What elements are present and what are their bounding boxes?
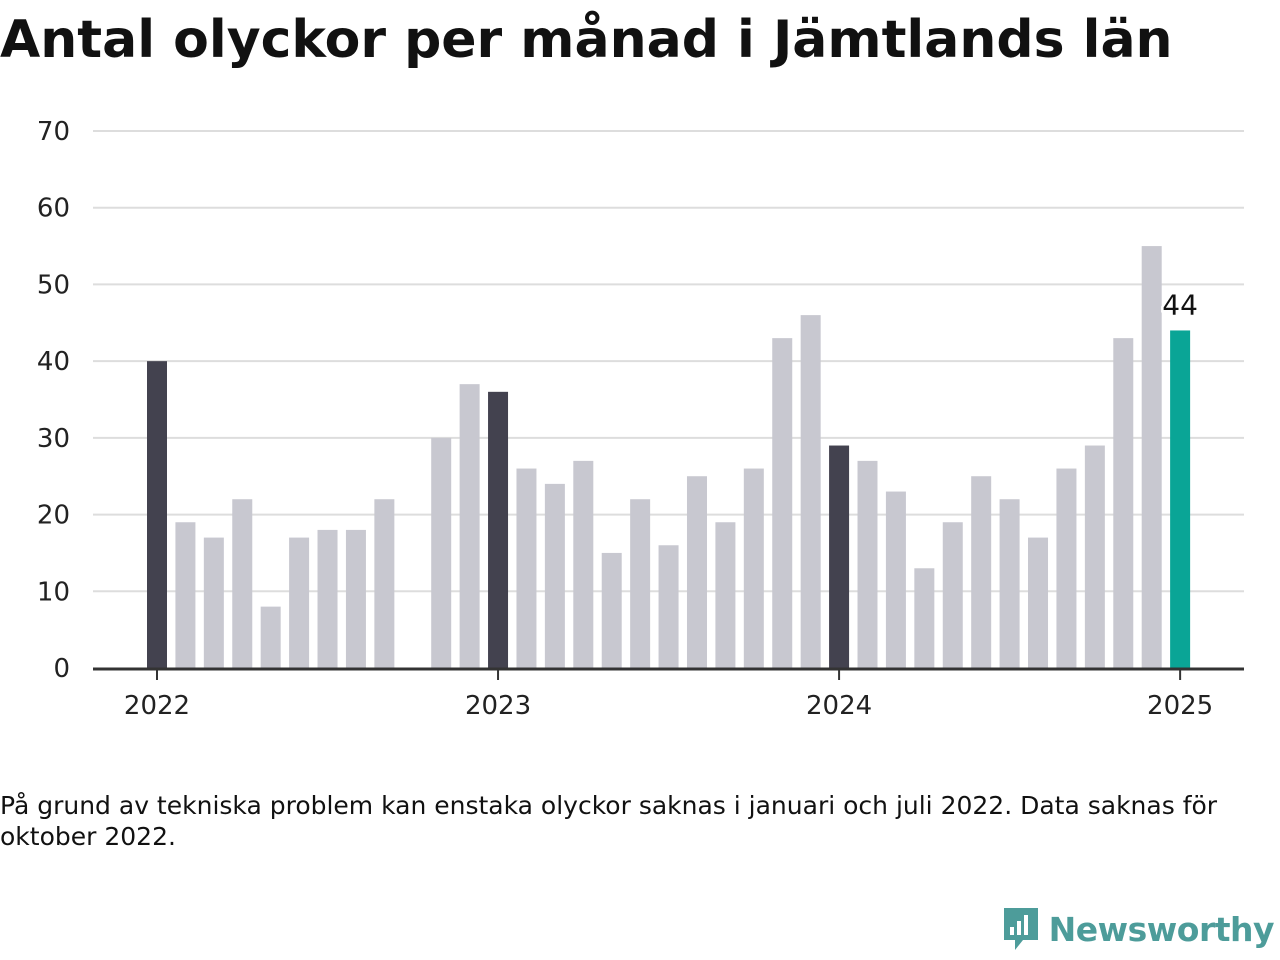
bar-2024-06 — [971, 476, 992, 668]
chart-title: Antal olyckor per månad i Jämtlands län — [0, 10, 1173, 70]
bar-2024-10 — [1084, 445, 1105, 668]
data-label-highlight: 44 — [1162, 288, 1198, 321]
bar-2023-06 — [630, 499, 651, 668]
y-tick-label-20: 20 — [37, 501, 70, 531]
bar-2022-11 — [431, 437, 452, 668]
bar-2024-04 — [914, 568, 935, 668]
data-labels: 44 — [1160, 286, 1201, 324]
bar-2022-02 — [175, 522, 196, 668]
y-tick-label-10: 10 — [37, 577, 70, 607]
y-axis-ticks: 0 10 20 30 40 50 60 70 — [37, 117, 70, 684]
bar-2022-07 — [317, 529, 338, 668]
bar-2025-01 — [1170, 330, 1191, 668]
bar-2024-08 — [1028, 537, 1049, 668]
bar-2023-04 — [573, 460, 594, 668]
bar-2022-08 — [345, 529, 366, 668]
bar-chart: 0 10 20 30 40 50 60 70 2022 2023 2024 2025 44 — [37, 117, 1244, 721]
bar-2024-07 — [999, 499, 1020, 668]
bar-2024-05 — [942, 522, 963, 668]
bar-2022-09 — [374, 499, 395, 668]
footnote: På grund av tekniska problem kan enstaka… — [0, 791, 1218, 851]
bar-2023-02 — [516, 468, 537, 668]
bar-2022-05 — [260, 606, 281, 668]
bar-2024-12 — [1141, 246, 1162, 669]
x-tick-label-2025: 2025 — [1147, 691, 1213, 721]
bar-2023-08 — [686, 476, 707, 668]
x-tick-label-2023: 2023 — [465, 691, 531, 721]
bar-2022-03 — [203, 537, 224, 668]
y-tick-label-40: 40 — [37, 347, 70, 377]
bar-2023-01 — [488, 391, 509, 668]
bar-2023-03 — [544, 483, 565, 668]
x-tick-label-2022: 2022 — [124, 691, 190, 721]
bar-2023-12 — [800, 315, 821, 668]
y-tick-label-0: 0 — [53, 654, 70, 684]
bar-2024-03 — [885, 491, 906, 668]
bar-2024-01 — [829, 445, 850, 668]
bar-2022-04 — [232, 499, 253, 668]
bar-2023-10 — [743, 468, 764, 668]
bar-2023-09 — [715, 522, 736, 668]
y-tick-label-70: 70 — [37, 117, 70, 147]
y-tick-label-30: 30 — [37, 424, 70, 454]
gridlines — [93, 130, 1244, 593]
bar-2023-11 — [772, 338, 793, 668]
bar-2023-05 — [601, 552, 622, 668]
bar-2024-09 — [1056, 468, 1077, 668]
x-axis: 2022 2023 2024 2025 — [93, 667, 1244, 721]
y-tick-label-50: 50 — [37, 270, 70, 300]
y-tick-label-60: 60 — [37, 194, 70, 224]
bar-2024-02 — [857, 460, 878, 668]
bars — [147, 246, 1191, 669]
bar-2022-12 — [459, 384, 480, 668]
bar-chart-speech-bubble-icon — [1003, 908, 1038, 950]
bar-2023-07 — [658, 545, 679, 668]
x-tick-label-2024: 2024 — [806, 691, 872, 721]
bar-2024-11 — [1113, 338, 1134, 668]
bar-2022-06 — [289, 537, 310, 668]
brand-logo[interactable]: Newsworthy — [1001, 904, 1275, 954]
bar-2022-01 — [147, 361, 167, 668]
brand-name: Newsworthy — [1048, 909, 1275, 949]
